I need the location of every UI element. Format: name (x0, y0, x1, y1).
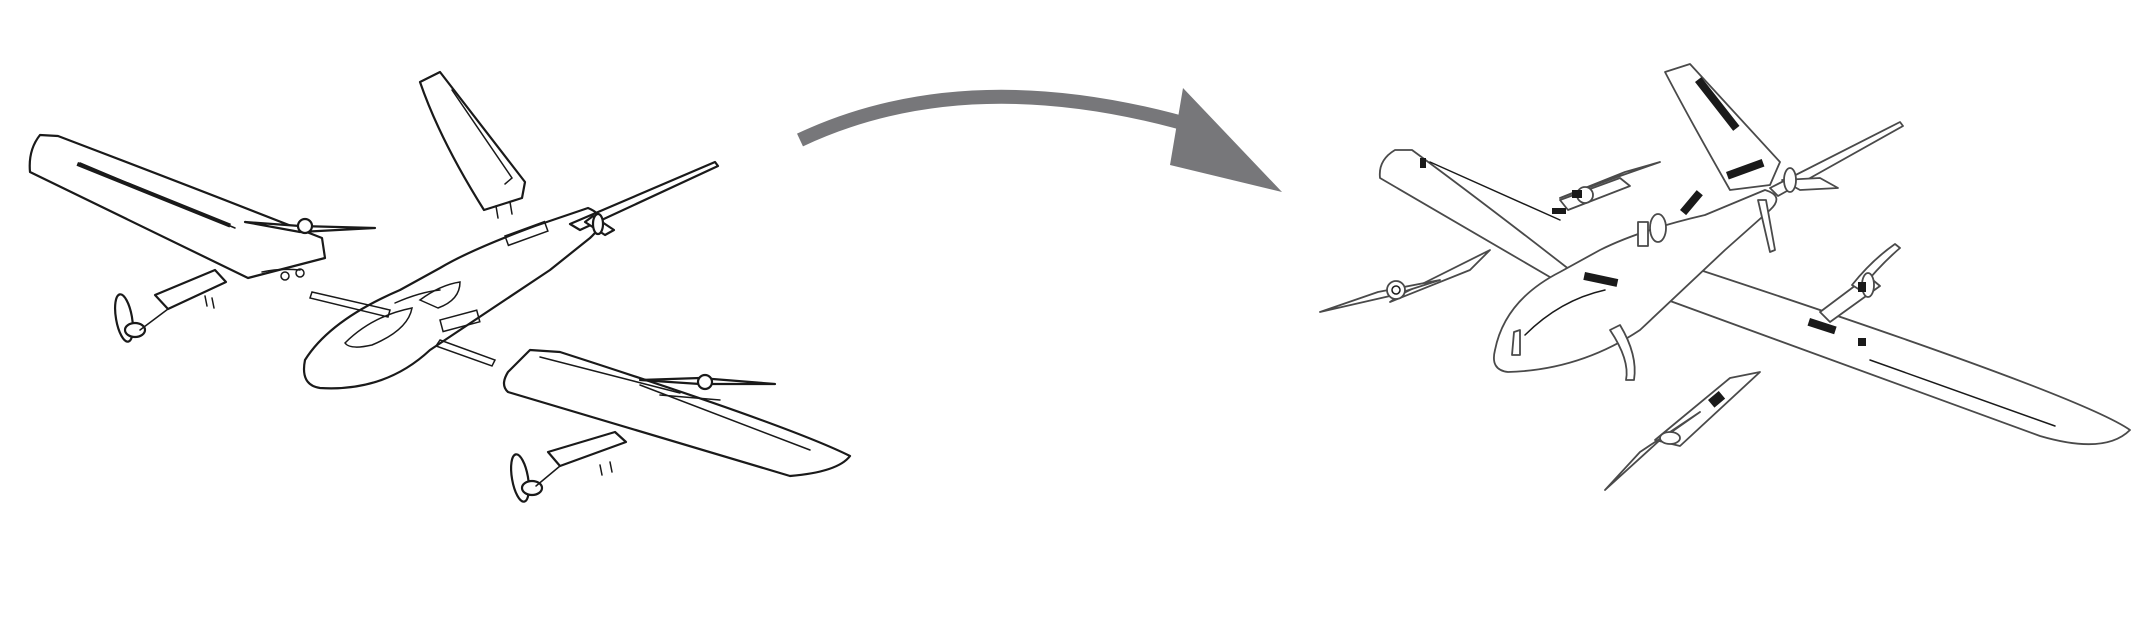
exploded-drone (28, 70, 852, 503)
right-wing-part (502, 348, 852, 503)
vertical-tail-part (418, 70, 527, 219)
assembled-drone (1319, 63, 2131, 491)
fuselage-part (302, 160, 720, 390)
left-wing-part (28, 133, 377, 343)
assembly-arrow (797, 88, 1282, 192)
